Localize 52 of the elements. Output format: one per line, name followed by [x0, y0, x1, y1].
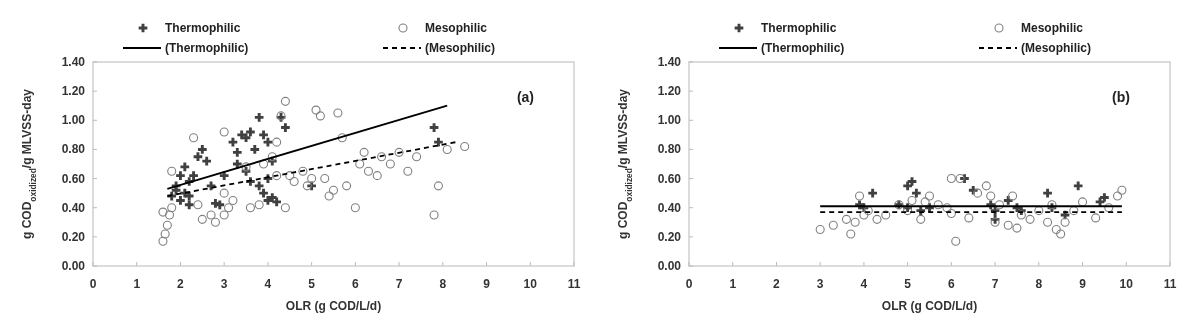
x-tick-label: 3	[816, 277, 824, 291]
y-tick-label: 1.20	[657, 84, 682, 99]
y-tick-label: 0.80	[61, 142, 86, 157]
x-tick-label: 10	[523, 277, 538, 291]
x-tick-label: 11	[1163, 277, 1177, 291]
annotation: (a)	[516, 89, 534, 105]
legend-label: Thermophilic	[761, 21, 837, 35]
legend-label: (Mesophilic)	[425, 41, 496, 55]
x-tick-label: 5	[308, 277, 316, 291]
x-tick-label: 11	[567, 277, 581, 291]
legend-label: Mesophilic	[1021, 21, 1084, 35]
y-tick-label: 1.00	[61, 113, 86, 128]
y-tick-label: 0.20	[657, 229, 682, 244]
legend-label: Thermophilic	[165, 21, 241, 35]
x-tick-label: 3	[220, 277, 228, 291]
x-tick-label: 6	[948, 277, 956, 291]
y-tick-label: 0.60	[657, 171, 682, 186]
x-tick-label: 5	[904, 277, 912, 291]
y-tick-label: 1.00	[657, 113, 682, 128]
x-tick-label: 2	[773, 277, 781, 291]
x-tick-label: 2	[177, 277, 185, 291]
y-tick-label: 1.20	[61, 84, 86, 99]
x-tick-label: 7	[991, 277, 999, 291]
y-tick-label: 1.40	[657, 55, 682, 69]
x-tick-label: 9	[483, 277, 491, 291]
y-tick-label: 1.40	[61, 55, 86, 69]
x-tick-label: 6	[352, 277, 360, 291]
y-tick-label: 0.60	[61, 171, 86, 186]
x-tick-label: 0	[685, 277, 693, 291]
x-tick-label: 1	[133, 277, 141, 291]
legend-label: Mesophilic	[425, 21, 488, 35]
y-tick-label: 0.00	[61, 259, 86, 273]
x-tick-label: 4	[264, 277, 272, 291]
annotation: (b)	[1112, 89, 1130, 105]
x-axis-title: OLR (g COD/L/d)	[881, 299, 978, 313]
x-tick-label: 8	[1035, 277, 1043, 291]
y-tick-label: 0.20	[61, 229, 86, 244]
x-tick-label: 9	[1079, 277, 1087, 291]
x-axis-title: OLR (g COD/L/d)	[285, 299, 382, 313]
x-tick-label: 8	[439, 277, 447, 291]
y-tick-label: 0.80	[657, 142, 682, 157]
legend-label: (Thermophilic)	[165, 41, 249, 55]
x-tick-label: 0	[89, 277, 97, 291]
legend-label: (Mesophilic)	[1021, 41, 1092, 55]
legend-label: (Thermophilic)	[761, 41, 845, 55]
y-tick-label: 0.00	[657, 259, 682, 273]
x-tick-label: 10	[1119, 277, 1134, 291]
x-tick-label: 7	[395, 277, 403, 291]
y-tick-label: 0.40	[61, 200, 86, 215]
x-tick-label: 1	[729, 277, 737, 291]
y-tick-label: 0.40	[657, 200, 682, 215]
x-tick-label: 4	[860, 277, 868, 291]
